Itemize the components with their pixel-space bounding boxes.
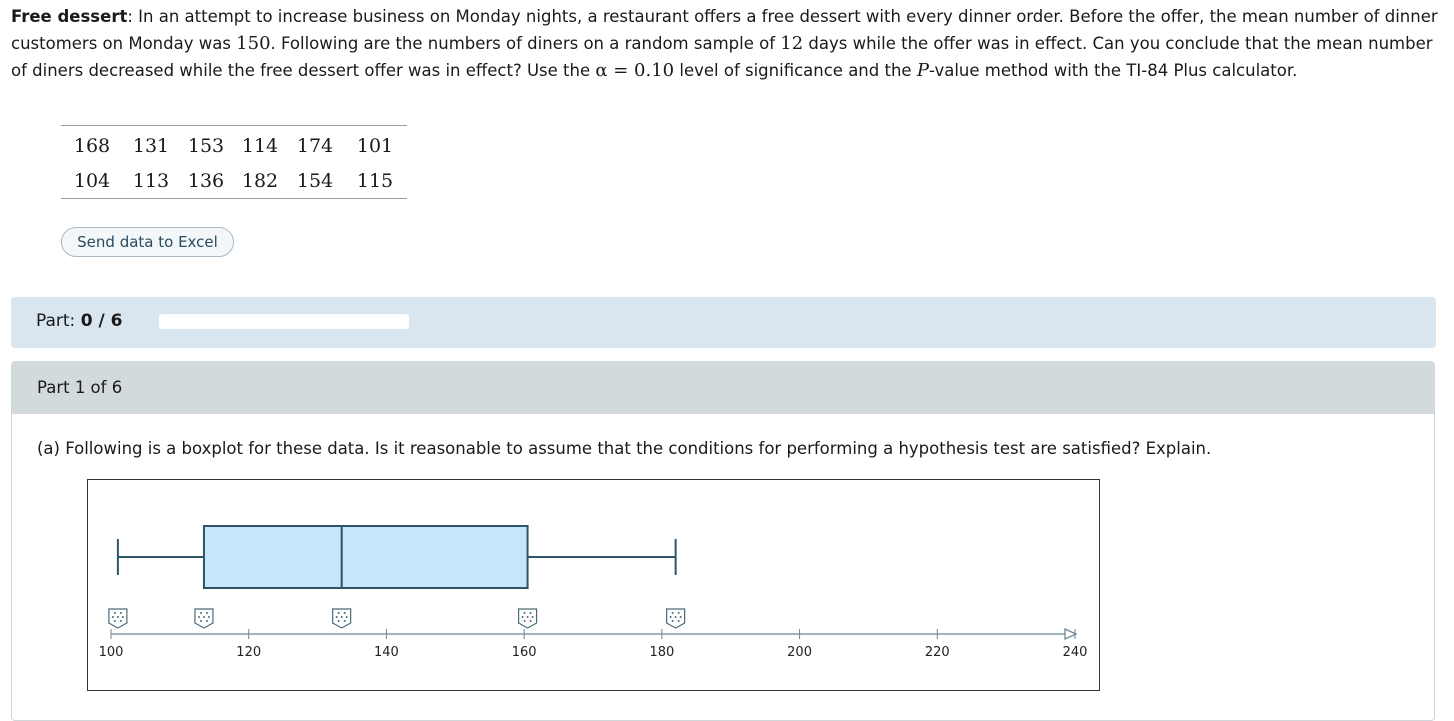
- move-handle-icon-maximum[interactable]: [666, 608, 686, 629]
- table-cell: 174: [296, 134, 334, 157]
- move-handle-icon-q1[interactable]: [194, 608, 214, 629]
- table-cell: 101: [356, 134, 394, 157]
- problem-statement: Free dessert: In an attempt to increase …: [11, 3, 1443, 84]
- table-cell: 153: [187, 134, 225, 157]
- problem-text-3: days while the offer was in effect. Can …: [11, 34, 1433, 80]
- problem-text-2: . Following are the numbers of diners on…: [270, 34, 781, 53]
- x-tick-label: 120: [236, 645, 261, 660]
- part-header: Part 1 of 6: [12, 362, 1434, 414]
- problem-text-1: : In an attempt to increase business on …: [11, 7, 1438, 53]
- problem-text-4: level of significance and the: [674, 61, 917, 80]
- move-handle-icon-minimum[interactable]: [108, 608, 128, 629]
- table-cell: 115: [356, 169, 394, 192]
- x-tick-label: 220: [925, 645, 950, 660]
- alpha-expression: α = 0.10: [595, 60, 675, 81]
- question-text: (a) Following is a boxplot for these dat…: [37, 439, 1212, 458]
- iqr-box: [202, 525, 529, 589]
- boxplot-panel: 100 120 140 160 180 200 220 240: [87, 479, 1100, 691]
- progress-track: [159, 314, 409, 329]
- p-symbol: P: [916, 60, 929, 81]
- boxplot-chart: 100 120 140 160 180 200 220 240: [99, 525, 1088, 660]
- sample-size: 12: [780, 33, 804, 54]
- part-count: 0 / 6: [80, 311, 123, 331]
- table-cell: 104: [73, 169, 111, 192]
- move-handle-icon-median[interactable]: [332, 608, 352, 629]
- x-tick-label: 100: [99, 645, 124, 660]
- table-cell: 131: [132, 134, 170, 157]
- table-cell: 136: [187, 169, 225, 192]
- problem-text-5: -value method with the TI-84 Plus calcul…: [928, 61, 1298, 80]
- table-cell: 154: [296, 169, 334, 192]
- x-tick-label: 160: [512, 645, 537, 660]
- table-row: 104 113 136 182 154 115: [61, 163, 407, 199]
- data-table: 168 131 153 114 174 101 104 113 136 182 …: [61, 125, 407, 199]
- send-to-excel-button[interactable]: Send data to Excel: [61, 227, 234, 257]
- table-row: 168 131 153 114 174 101: [61, 126, 407, 164]
- table-cell: 168: [73, 134, 111, 157]
- part-label: Part:: [36, 311, 76, 331]
- move-handle-icon-q3[interactable]: [517, 608, 538, 629]
- table-cell: 114: [241, 134, 279, 157]
- part-panel: Part 1 of 6: [11, 361, 1435, 721]
- part-progress-label: Part: 0 / 6: [36, 311, 122, 331]
- table-cell: 113: [132, 169, 170, 192]
- part-header-label: Part 1 of 6: [37, 378, 123, 397]
- x-tick-label: 180: [649, 645, 674, 660]
- mean-before: 150: [236, 33, 271, 54]
- x-tick-label: 200: [787, 645, 812, 660]
- x-tick-label: 240: [1063, 645, 1088, 660]
- table-cell: 182: [241, 169, 279, 192]
- part-progress-bar: Part: 0 / 6: [11, 297, 1436, 348]
- x-tick-label: 140: [374, 645, 399, 660]
- x-axis-arrow: [1064, 627, 1078, 641]
- problem-title: Free dessert: [11, 7, 128, 26]
